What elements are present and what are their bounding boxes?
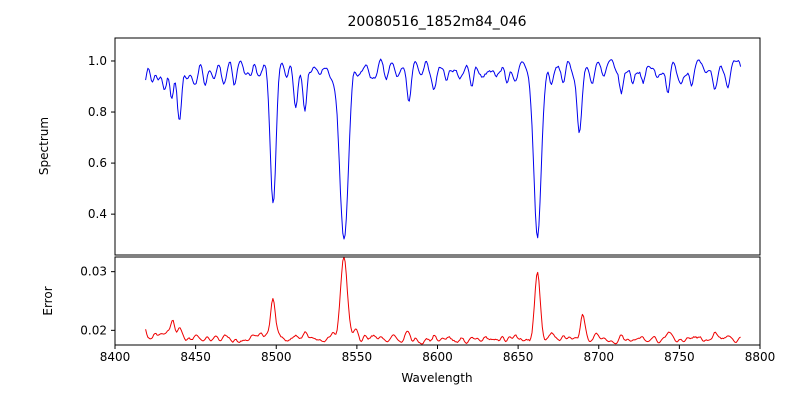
spectrum-panel-border xyxy=(114,37,761,256)
x-tick-label: 8650 xyxy=(503,350,534,364)
error-y-tick-label: 0.03 xyxy=(80,265,107,279)
error-line xyxy=(145,256,741,345)
error-panel-border xyxy=(114,256,761,346)
x-tick-label: 8550 xyxy=(342,350,373,364)
x-tick-label: 8450 xyxy=(180,350,211,364)
spectrum-y-tick-label: 0.4 xyxy=(88,207,107,221)
spectrum-y-tick-label: 0.6 xyxy=(88,156,107,170)
error-y-tick-label: 0.02 xyxy=(80,323,107,337)
x-tick-label: 8400 xyxy=(100,350,131,364)
x-tick-label: 8800 xyxy=(745,350,776,364)
x-tick-label: 8750 xyxy=(664,350,695,364)
error-axis-label: Error xyxy=(41,286,55,315)
chart-title: 20080516_1852m84_046 xyxy=(347,14,526,30)
spectrum-y-tick-label: 1.0 xyxy=(88,54,107,68)
x-tick-label: 8600 xyxy=(422,350,453,364)
x-axis-label: Wavelength xyxy=(401,371,472,385)
x-tick-label: 8700 xyxy=(583,350,614,364)
spectrum-line xyxy=(145,58,742,240)
spectrum-axis-label: Spectrum xyxy=(37,117,51,175)
x-tick-label: 8500 xyxy=(261,350,292,364)
spectrum-y-tick-label: 0.8 xyxy=(88,105,107,119)
